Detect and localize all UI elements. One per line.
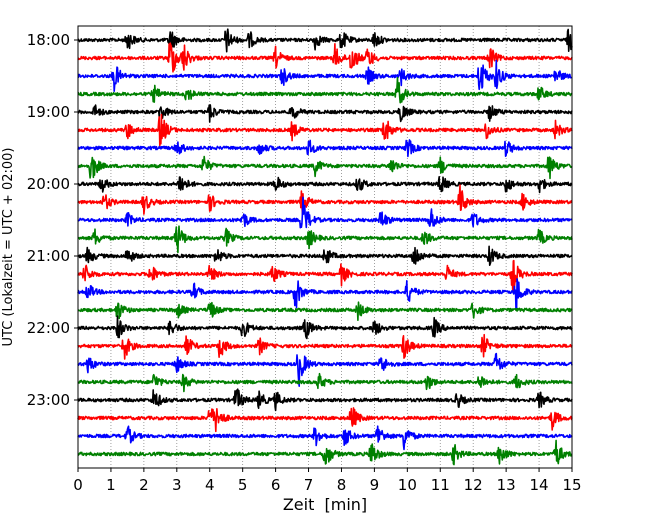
trace-2345 bbox=[77, 439, 573, 466]
trace-2030 bbox=[77, 196, 573, 229]
x-tick-label: 11 bbox=[431, 476, 450, 494]
trace-1915 bbox=[77, 113, 573, 147]
trace-2330 bbox=[77, 425, 573, 451]
trace-2045 bbox=[77, 225, 573, 254]
trace-1830 bbox=[77, 59, 573, 92]
x-tick-label: 15 bbox=[562, 476, 581, 494]
trace-2300 bbox=[77, 388, 573, 412]
plot-frame bbox=[77, 25, 573, 469]
y-tick-label: 21:00 bbox=[27, 247, 70, 265]
trace-2100 bbox=[77, 245, 573, 267]
x-tick-label: 3 bbox=[172, 476, 182, 494]
trace-2315 bbox=[77, 407, 573, 433]
x-tick-label: 9 bbox=[370, 476, 380, 494]
y-tick-label: 18:00 bbox=[27, 31, 70, 49]
x-tick-label: 13 bbox=[497, 476, 516, 494]
x-tick-label: 1 bbox=[106, 476, 116, 494]
x-tick-label: 2 bbox=[139, 476, 149, 494]
trace-1815 bbox=[77, 42, 573, 73]
y-tick-label: 23:00 bbox=[27, 391, 70, 409]
x-tick-label: 8 bbox=[337, 476, 347, 494]
trace-1800 bbox=[77, 28, 573, 53]
trace-2145 bbox=[77, 301, 573, 322]
y-axis: 18:00 19:00 20:00 21:00 22:00 23:00 bbox=[27, 31, 78, 409]
trace-2200 bbox=[77, 315, 573, 340]
seismogram-traces bbox=[77, 28, 573, 466]
x-axis: 0 1 2 3 4 5 6 7 8 9 10 11 12 13 14 15 bbox=[73, 468, 582, 494]
x-tick-label: 14 bbox=[530, 476, 549, 494]
trace-2245 bbox=[77, 372, 573, 393]
trace-2015 bbox=[77, 184, 573, 216]
trace-1845 bbox=[77, 76, 573, 104]
x-tick-label: 5 bbox=[238, 476, 248, 494]
y-tick-label: 20:00 bbox=[27, 175, 70, 193]
x-tick-label: 12 bbox=[464, 476, 483, 494]
trace-2230 bbox=[77, 352, 573, 388]
y-tick-label: 19:00 bbox=[27, 103, 70, 121]
trace-2115 bbox=[77, 259, 573, 293]
trace-1930 bbox=[77, 139, 573, 158]
x-tick-label: 6 bbox=[271, 476, 281, 494]
trace-1945 bbox=[77, 155, 573, 180]
x-tick-label: 4 bbox=[205, 476, 215, 494]
x-tick-label: 7 bbox=[304, 476, 314, 494]
y-tick-label: 22:00 bbox=[27, 319, 70, 337]
trace-2130 bbox=[77, 278, 573, 311]
y-axis-label: UTC (Lokalzeit = UTC + 02:00) bbox=[1, 148, 16, 347]
trace-1900 bbox=[77, 104, 573, 123]
trace-2000 bbox=[77, 176, 573, 194]
x-axis-label: Zeit [min] bbox=[283, 495, 367, 514]
trace-2215 bbox=[77, 333, 573, 360]
x-tick-label: 10 bbox=[398, 476, 417, 494]
x-tick-label: 0 bbox=[73, 476, 83, 494]
